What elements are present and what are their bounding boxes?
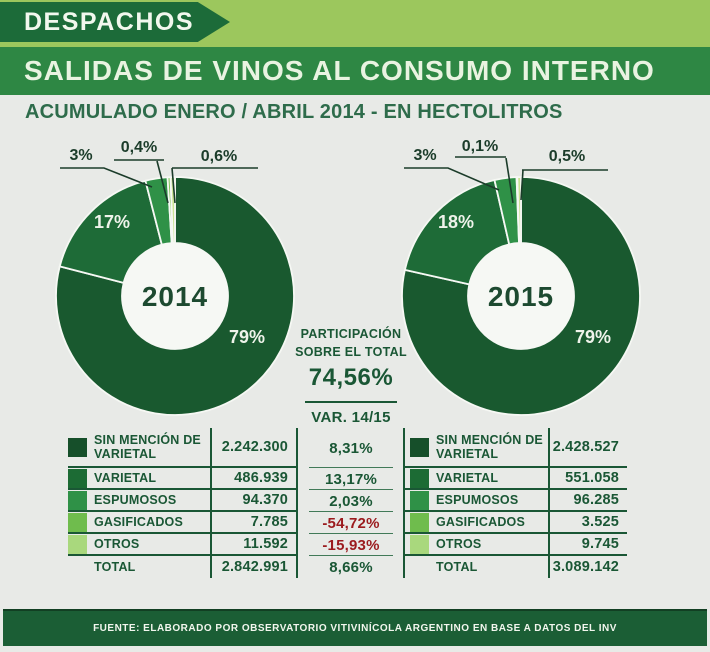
var-value: -54,72% <box>322 514 380 532</box>
ribbon-label: DESPACHOS <box>24 7 195 36</box>
row-value: 3.089.142 <box>548 556 627 578</box>
row-value: 94.370 <box>210 490 296 510</box>
row-value: 3.525 <box>548 512 627 532</box>
legend-swatch <box>68 512 87 532</box>
donut-2014-year: 2014 <box>141 281 209 312</box>
var-value: 2,03% <box>329 492 373 510</box>
legend-swatch <box>410 468 429 488</box>
var-row: 8,66% <box>302 556 400 578</box>
pie-label-varietal-2014: 17% <box>93 212 131 232</box>
pie-label-gasificados-2015: 0,1% <box>461 138 499 155</box>
legend-swatch <box>68 534 87 554</box>
var-row: -54,72% <box>302 512 400 534</box>
participation-title-line2: SOBRE EL TOTAL <box>295 344 407 359</box>
row-value: 486.939 <box>210 468 296 488</box>
title-bar: SALIDAS DE VINOS AL CONSUMO INTERNO <box>0 47 710 95</box>
header-ribbon-arrow: DESPACHOS <box>0 2 230 42</box>
legend-table-2015: SIN MENCIÓN DE VARIETAL 2.428.527 VARIET… <box>403 428 627 578</box>
row-value: 2.842.991 <box>210 556 296 578</box>
source-text: FUENTE: ELABORADO POR OBSERVATORIO VITIV… <box>93 623 617 634</box>
row-value: 9.745 <box>548 534 627 554</box>
row-label: GASIFICADOS <box>436 515 526 529</box>
row-label: TOTAL <box>94 560 136 574</box>
footer-bar: FUENTE: ELABORADO POR OBSERVATORIO VITIV… <box>3 609 707 646</box>
pie-label-sinmencion-2014: 79% <box>228 327 266 347</box>
donut-chart-2014: 2014 <box>55 176 295 416</box>
legend-swatch <box>68 437 87 457</box>
variation-column: 8,31% 13,17% 2,03% -54,72% -15,93% 8,66% <box>302 428 400 578</box>
row-value: 551.058 <box>548 468 627 488</box>
var-value: 8,31% <box>329 439 373 457</box>
donut-chart-2015: 2015 <box>401 176 641 416</box>
row-label: OTROS <box>436 537 482 551</box>
row-value: 96.285 <box>548 490 627 510</box>
row-label: ESPUMOSOS <box>436 493 519 507</box>
row-label: VARIETAL <box>94 471 157 485</box>
row-value: 2.242.300 <box>210 428 296 466</box>
participation-divider <box>305 401 397 403</box>
var-row: -15,93% <box>302 534 400 556</box>
table-total-row: TOTAL 2.842.991 <box>68 556 296 578</box>
row-value: 7.785 <box>210 512 296 532</box>
pie-label-otros-2014: 0,6% <box>200 148 238 165</box>
row-label: GASIFICADOS <box>94 515 184 529</box>
row-label: TOTAL <box>436 560 478 574</box>
table-row: VARIETAL 486.939 <box>68 468 296 490</box>
legend-swatch <box>410 437 429 457</box>
var-row: 8,31% <box>302 428 400 468</box>
var-value: -15,93% <box>322 536 380 554</box>
row-label: SIN MENCIÓN DE VARIETAL <box>436 433 543 461</box>
header-band: DESPACHOS <box>0 0 710 47</box>
table-row: VARIETAL 551.058 <box>405 468 627 490</box>
legend-table-2014: SIN MENCIÓN DE VARIETAL 2.242.300 VARIET… <box>68 428 298 578</box>
legend-swatch <box>410 534 429 554</box>
legend-swatch-empty <box>68 558 87 577</box>
participation-title-line1: PARTICIPACIÓN <box>300 327 402 341</box>
row-value: 11.592 <box>210 534 296 554</box>
row-label: SIN MENCIÓN DE VARIETAL <box>94 433 201 461</box>
row-label: ESPUMOSOS <box>94 493 177 507</box>
pie-label-otros-2015: 0,5% <box>548 148 586 165</box>
row-value: 2.428.527 <box>548 428 627 466</box>
table-row: GASIFICADOS 3.525 <box>405 512 627 534</box>
row-label: OTROS <box>94 537 140 551</box>
table-row: ESPUMOSOS 96.285 <box>405 490 627 512</box>
page-title: SALIDAS DE VINOS AL CONSUMO INTERNO <box>24 55 655 86</box>
table-row: SIN MENCIÓN DE VARIETAL 2.242.300 <box>68 428 296 468</box>
table-row: OTROS 9.745 <box>405 534 627 556</box>
legend-swatch <box>68 490 87 510</box>
legend-swatch <box>68 468 87 488</box>
var-value: 13,17% <box>324 470 378 488</box>
donut-2015-year: 2015 <box>487 281 555 312</box>
pie-label-espumosos-2014: 3% <box>69 147 93 164</box>
var-column-header: VAR. 14/15 <box>311 409 391 426</box>
participation-value: 74,56% <box>308 364 394 391</box>
table-total-row: TOTAL 3.089.142 <box>405 556 627 578</box>
row-label: VARIETAL <box>436 471 499 485</box>
var-value: 8,66% <box>329 558 373 576</box>
table-row: GASIFICADOS 7.785 <box>68 512 296 534</box>
table-row: ESPUMOSOS 94.370 <box>68 490 296 512</box>
var-row: 13,17% <box>302 468 400 490</box>
legend-swatch <box>410 512 429 532</box>
pie-label-sinmencion-2015: 79% <box>574 327 612 347</box>
table-row: SIN MENCIÓN DE VARIETAL 2.428.527 <box>405 428 627 468</box>
pie-label-espumosos-2015: 3% <box>413 147 437 164</box>
participation-block: PARTICIPACIÓN SOBRE EL TOTAL 74,56% VAR.… <box>284 326 418 426</box>
page-subtitle: ACUMULADO ENERO / ABRIL 2014 - EN HECTOL… <box>25 101 563 123</box>
table-row: OTROS 11.592 <box>68 534 296 556</box>
pie-label-gasificados-2014: 0,4% <box>120 139 158 156</box>
legend-swatch <box>410 490 429 510</box>
legend-swatch-empty <box>410 558 429 577</box>
var-row: 2,03% <box>302 490 400 512</box>
pie-label-varietal-2015: 18% <box>437 212 475 232</box>
donut-2015-svg <box>401 176 641 416</box>
